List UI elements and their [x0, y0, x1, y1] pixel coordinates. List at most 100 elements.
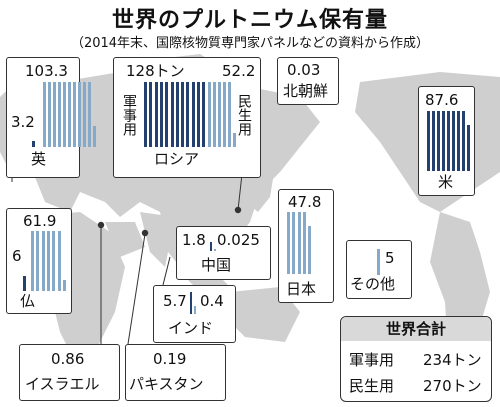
- north-korea-dot: [234, 206, 242, 214]
- usa-military-bar: [457, 111, 460, 171]
- israel-military-label: 0.86: [51, 350, 85, 368]
- uk-name: 英: [31, 150, 47, 168]
- usa-military-bar: [442, 111, 445, 171]
- russia-military-label: 128トン: [126, 62, 185, 80]
- usa-name: 米: [438, 173, 454, 191]
- japan-civilian-bar: [292, 212, 296, 274]
- india-name: インド: [168, 319, 214, 337]
- france-civilian-bar: [46, 231, 50, 291]
- japan-civilian-bar: [297, 212, 301, 274]
- north-korea-box: 0.03 北朝鮮: [277, 57, 339, 105]
- pakistan-dot: [141, 229, 149, 237]
- pakistan-leader-line: [127, 233, 146, 345]
- india-civilian-label: 0.4: [200, 292, 224, 310]
- uk-civilian-bar: [83, 82, 86, 147]
- russia-civilian-tag: 民生用: [236, 94, 252, 136]
- france-box: 6 61.9 仏: [6, 208, 72, 314]
- russia-civilian-bar: [213, 82, 216, 147]
- china-military-label: 1.8: [182, 231, 206, 249]
- russia-military-bar: [144, 82, 147, 147]
- pakistan-box: 0.19 パキスタン: [125, 344, 226, 401]
- uk-civilian-label: 103.3: [25, 62, 68, 80]
- uk-military-bar: [32, 141, 35, 147]
- military-total-value: 234トン: [423, 351, 482, 369]
- usa-military-bar: [462, 111, 465, 171]
- pakistan-name: パキスタン: [129, 375, 204, 393]
- russia-civilian-label: 52.2: [222, 62, 256, 80]
- world-total-heading: 世界合計: [341, 317, 491, 341]
- others-name: その他: [350, 275, 396, 293]
- china-name: 中国: [201, 256, 232, 274]
- france-civilian-label: 61.9: [23, 212, 57, 230]
- japan-name: 日本: [286, 280, 317, 298]
- russia-military-bar: [197, 82, 200, 147]
- uk-box: 3.2 103.3 英: [6, 57, 96, 178]
- uk-civilian-bar: [78, 82, 81, 147]
- civilian-total-label: 民生用: [349, 377, 395, 395]
- france-civilian-bar: [41, 231, 45, 291]
- russia-military-bar: [181, 82, 185, 147]
- world-total-box: 世界合計 軍事用 234トン 民生用 270トン: [340, 316, 492, 402]
- japan-civilian-bar: [308, 226, 312, 274]
- israel-box: 0.86 イスラエル: [19, 344, 120, 401]
- india-leader-line: [161, 256, 171, 290]
- india-military-bar: [190, 292, 192, 314]
- uk-civilian-bar: [63, 82, 66, 147]
- japan-civilian-bar: [287, 212, 290, 274]
- chart-subtitle: （2014年末、国際核物質専門家パネルなどの資料から作成）: [70, 36, 430, 51]
- russia-military-bar: [149, 82, 153, 147]
- russia-civilian-bar: [223, 82, 226, 147]
- usa-military-bar: [427, 111, 430, 171]
- france-civilian-bar: [31, 231, 34, 291]
- uk-civilian-bar: [58, 82, 61, 147]
- usa-military-bar: [452, 111, 455, 171]
- india-civilian-bar: [194, 306, 196, 314]
- russia-military-bar: [170, 82, 174, 147]
- russia-military-bar: [191, 82, 195, 147]
- russia-civilian-bar: [218, 82, 221, 147]
- russia-military-tag: 軍事用: [121, 94, 137, 136]
- india-military-label: 5.7: [163, 292, 187, 310]
- russia-box: 128トン 52.2 軍事用 民生用 ロシア: [113, 57, 261, 178]
- china-civilian-bar: [214, 249, 216, 251]
- russia-civilian-bar: [208, 82, 211, 147]
- france-civilian-bar: [52, 231, 56, 291]
- usa-military-label: 87.6: [425, 91, 459, 109]
- uk-civilian-bar: [88, 82, 91, 147]
- others-civilian-label: 5: [385, 249, 395, 267]
- uk-civilian-bar: [73, 82, 76, 147]
- china-civilian-label: 0.025: [217, 231, 260, 249]
- france-name: 仏: [20, 292, 36, 310]
- china-box: 1.8 0.025 中国: [176, 226, 271, 280]
- chart-title: 世界のプルトニウム保有量: [111, 8, 388, 33]
- russia-military-bar: [165, 82, 169, 147]
- usa-box: 87.6 米: [418, 86, 475, 196]
- russia-name: ロシア: [154, 150, 200, 168]
- usa-military-bar: [432, 111, 435, 171]
- russia-military-bar: [159, 82, 163, 147]
- russia-military-bar: [154, 82, 158, 147]
- france-military-bar: [23, 276, 26, 291]
- japan-box: 47.8 日本: [278, 189, 334, 303]
- uk-civilian-bar: [68, 82, 71, 147]
- russia-military-bar: [175, 82, 179, 147]
- north-korea-military-label: 0.03: [287, 61, 321, 79]
- military-total-label: 軍事用: [349, 351, 395, 369]
- india-box: 5.7 0.4 インド: [153, 285, 236, 343]
- uk-military-label: 3.2: [11, 113, 35, 131]
- uk-civilian-bar: [43, 82, 46, 147]
- usa-military-bar: [437, 111, 440, 171]
- uk-civilian-bar: [48, 82, 51, 147]
- japan-civilian-label: 47.8: [288, 193, 322, 211]
- israel-dot: [97, 221, 105, 229]
- france-civilian-bar: [62, 280, 66, 291]
- france-civilian-bar: [57, 231, 61, 291]
- france-civilian-bar: [36, 231, 40, 291]
- china-military-bar: [210, 242, 212, 251]
- france-military-label: 6: [12, 247, 22, 265]
- north-korea-name: 北朝鮮: [283, 82, 329, 100]
- others-civilian-bar: [377, 249, 380, 275]
- russia-military-bar: [202, 82, 206, 147]
- usa-military-bar: [447, 111, 450, 171]
- others-box: 5 その他: [346, 240, 412, 299]
